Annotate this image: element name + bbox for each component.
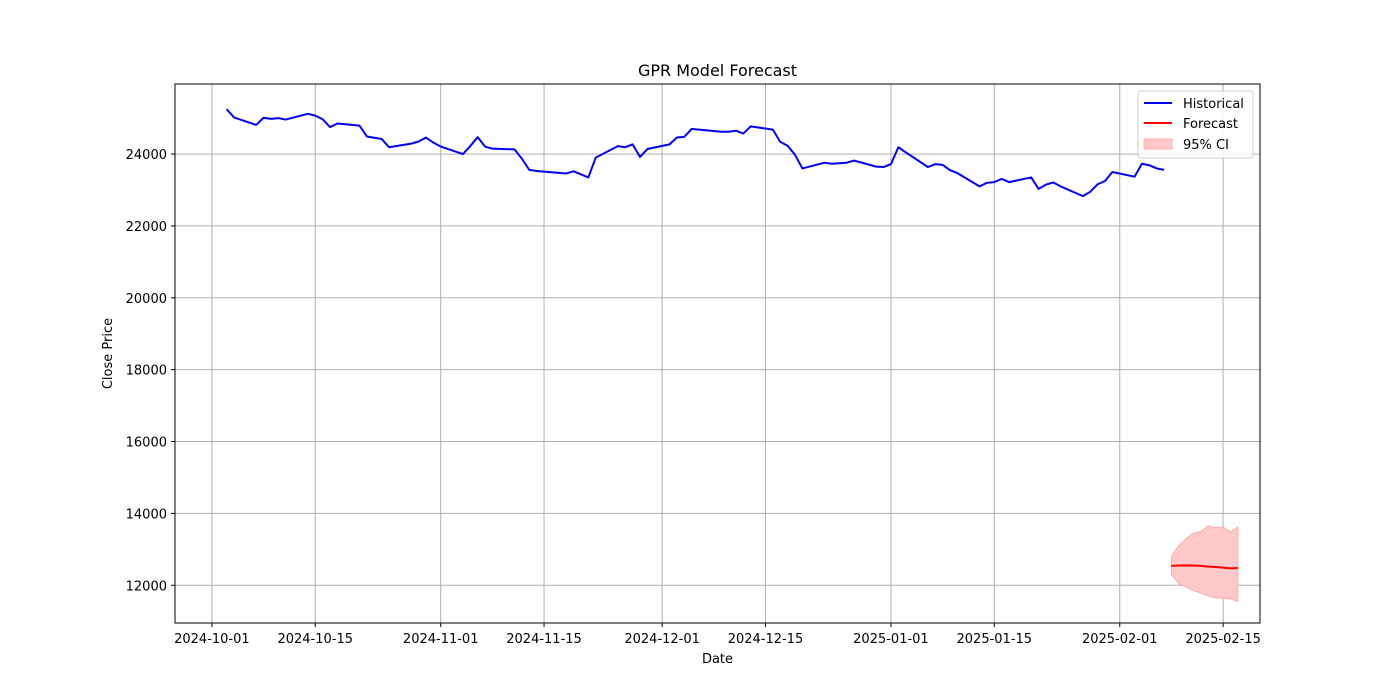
- plot-frame: [174, 83, 1261, 624]
- series-layer: [225, 108, 1238, 570]
- x-tick-label: 2024-11-15: [506, 632, 582, 647]
- y-tick-label: 24000: [126, 148, 167, 163]
- x-axis-label: Date: [702, 652, 733, 667]
- legend-ci-swatch: [1143, 138, 1173, 150]
- x-tick-label: 2024-10-15: [277, 632, 353, 647]
- x-tick-label: 2024-10-01: [174, 632, 250, 647]
- confidence-band: [1170, 525, 1239, 603]
- legend-forecast-label: Forecast: [1183, 117, 1238, 132]
- legend-ci-label: 95% CI: [1183, 138, 1229, 153]
- historical-line: [225, 108, 1165, 198]
- y-tick-label: 22000: [126, 220, 167, 235]
- legend: Historical Forecast 95% CI: [1137, 90, 1254, 159]
- x-tick-label: 2025-02-15: [1185, 632, 1261, 647]
- y-tick-label: 12000: [126, 579, 167, 594]
- chart-title: GPR Model Forecast: [638, 61, 797, 80]
- y-tick-label: 16000: [126, 436, 167, 451]
- axis-ticks: 2024-10-01 2024-10-15 2024-11-01 2024-11-15…: [126, 148, 1261, 647]
- x-tick-label: 2024-12-15: [728, 632, 804, 647]
- y-tick-label: 14000: [126, 507, 167, 522]
- confidence-band-layer: [1170, 525, 1239, 603]
- x-tick-label: 2024-12-01: [624, 632, 700, 647]
- forecast-line: [1171, 564, 1238, 570]
- y-tick-label: 20000: [126, 292, 167, 307]
- y-axis-label: Close Price: [101, 318, 116, 389]
- x-tick-label: 2025-01-15: [957, 632, 1033, 647]
- y-tick-label: 18000: [126, 364, 167, 379]
- x-tick-label: 2025-01-01: [853, 632, 929, 647]
- legend-historical-label: Historical: [1183, 97, 1244, 112]
- x-tick-label: 2025-02-01: [1082, 632, 1158, 647]
- x-tick-label: 2024-11-01: [403, 632, 479, 647]
